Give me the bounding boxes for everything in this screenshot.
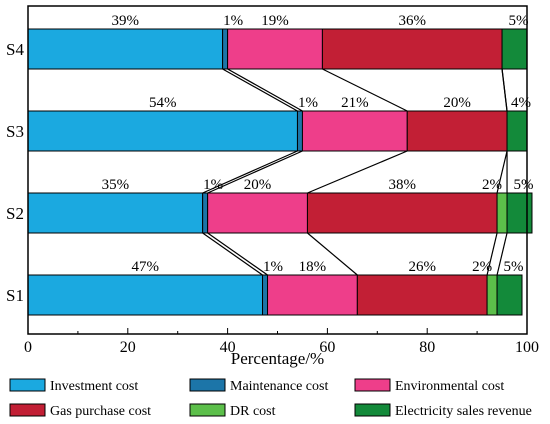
connector-1-dr-cost	[501, 68, 508, 112]
x-axis-title: Percentage/%	[231, 349, 324, 368]
data-labels: 39% 1% 19% 36% 5% 54% 1% 21% 20% 4% 35% 1% 20% 38% 2% 5…	[102, 13, 534, 275]
data-label-s2-environmental-cost: 20%	[244, 177, 272, 193]
data-label-s1-environmental-cost: 18%	[299, 259, 327, 275]
connector-2-maintenance-cost	[207, 150, 303, 194]
bar-s3-environmental-cost	[301, 110, 408, 152]
legend-label-electricity-sales-revenue: Electricity sales revenue	[395, 404, 532, 419]
bar-s1-investment-cost	[27, 274, 264, 316]
connector-3-investment-cost	[202, 232, 263, 276]
legend-label-gas-purchase-cost: Gas purchase cost	[50, 404, 151, 419]
bar-s1-environmental-cost	[267, 274, 358, 316]
connector-2-gas-purchase-cost	[496, 150, 508, 194]
bar-s4-gas-purchase-cost	[321, 28, 503, 70]
bar-s4-maintenance-cost	[222, 28, 229, 70]
bar-s3-maintenance-cost	[296, 110, 303, 152]
data-label-s2-maintenance-cost: 1%	[203, 177, 223, 193]
data-label-s1-dr-cost: 2%	[472, 259, 492, 275]
data-label-s3-environmental-cost: 21%	[341, 95, 369, 111]
legend-label-environmental-cost: Environmental cost	[395, 379, 504, 394]
bar-s2-maintenance-cost	[202, 192, 209, 234]
bar-s4-electricity-sales-revenue	[501, 28, 528, 70]
legend: Investment cost Maintenance cost Environme…	[9, 378, 532, 419]
connector-3-environmental-cost	[307, 232, 358, 276]
connector-2-environmental-cost	[307, 150, 408, 194]
legend-swatch-dr-cost	[189, 403, 226, 417]
bar-s4-environmental-cost	[227, 28, 323, 70]
bar-s1-maintenance-cost	[262, 274, 269, 316]
data-label-s2-gas-purchase-cost: 38%	[389, 177, 417, 193]
bar-s2-environmental-cost	[207, 192, 308, 234]
data-label-s3-electricity-sales-revenue: 4%	[511, 95, 531, 111]
bar-s1-electricity-sales-revenue	[496, 274, 523, 316]
data-label-s4-gas-purchase-cost: 36%	[398, 13, 426, 29]
data-label-s1-investment-cost: 47%	[132, 259, 160, 275]
data-label-s1-gas-purchase-cost: 26%	[408, 259, 436, 275]
x-tick-label-20: 20	[120, 339, 136, 356]
data-label-s4-maintenance-cost: 1%	[223, 13, 243, 29]
bar-s4-investment-cost	[27, 28, 224, 70]
data-label-s4-environmental-cost: 19%	[261, 13, 289, 29]
connector-3-dr-cost	[496, 232, 508, 276]
x-tick-label-0: 0	[24, 339, 32, 356]
connector-3-gas-purchase-cost	[486, 232, 498, 276]
bar-s3-investment-cost	[27, 110, 298, 152]
data-label-s3-maintenance-cost: 1%	[298, 95, 318, 111]
bar-s1-dr-cost	[486, 274, 498, 316]
bar-s2-investment-cost	[27, 192, 204, 234]
data-label-s4-investment-cost: 39%	[112, 13, 140, 29]
connector-1-maintenance-cost	[227, 68, 303, 112]
connector-lines	[202, 68, 508, 276]
y-tick-label-s3: S3	[6, 122, 24, 141]
connector-1-environmental-cost	[322, 68, 408, 112]
y-tick-label-s1: S1	[6, 286, 24, 305]
legend-swatch-investment-cost	[9, 378, 46, 392]
legend-label-dr-cost: DR cost	[230, 404, 276, 419]
legend-swatch-environmental-cost	[354, 378, 391, 392]
data-label-s4-electricity-sales-revenue: 5%	[509, 13, 529, 29]
legend-swatch-gas-purchase-cost	[9, 403, 46, 417]
data-label-s1-maintenance-cost: 1%	[263, 259, 283, 275]
y-tick-label-s2: S2	[6, 204, 24, 223]
data-label-s2-investment-cost: 35%	[102, 177, 130, 193]
x-tick-label-40: 40	[220, 339, 236, 356]
bar-s2-dr-cost	[496, 192, 508, 234]
data-label-s1-electricity-sales-revenue: 5%	[504, 259, 524, 275]
legend-swatch-maintenance-cost	[189, 378, 226, 392]
y-tick-label-s4: S4	[6, 40, 24, 59]
legend-swatch-electricity-sales-revenue	[354, 403, 391, 417]
legend-label-maintenance-cost: Maintenance cost	[230, 379, 328, 394]
x-tick-label-100: 100	[515, 339, 539, 356]
bar-s2-electricity-sales-revenue	[506, 192, 533, 234]
axes: S4 S3 S2 S1 0 20 40 60 80 100 Percentage/%	[6, 5, 539, 368]
bars	[27, 28, 533, 316]
data-label-s2-electricity-sales-revenue: 5%	[514, 177, 534, 193]
legend-label-investment-cost: Investment cost	[50, 379, 138, 394]
x-tick-label-60: 60	[319, 339, 335, 356]
bar-s2-gas-purchase-cost	[306, 192, 498, 234]
bar-s1-gas-purchase-cost	[356, 274, 488, 316]
data-label-s3-gas-purchase-cost: 20%	[443, 95, 471, 111]
connector-3-maintenance-cost	[207, 232, 268, 276]
connector-2-investment-cost	[202, 150, 298, 194]
bar-s3-electricity-sales-revenue	[506, 110, 528, 152]
x-tick-label-80: 80	[419, 339, 435, 356]
connector-1-investment-cost	[222, 68, 298, 112]
data-label-s3-investment-cost: 54%	[149, 95, 177, 111]
data-label-s2-dr-cost: 2%	[482, 177, 502, 193]
bar-s3-gas-purchase-cost	[406, 110, 508, 152]
